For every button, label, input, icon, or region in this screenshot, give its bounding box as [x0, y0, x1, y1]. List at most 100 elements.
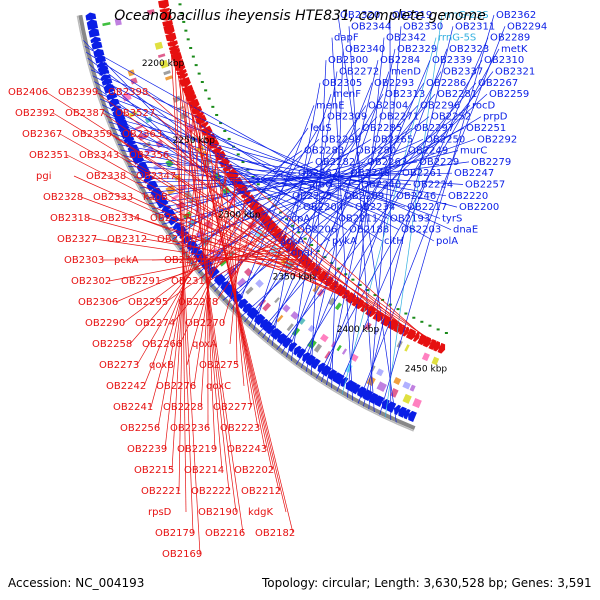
position-tick — [428, 324, 432, 327]
reverse-gene-label: OB2367 — [22, 129, 62, 140]
position-tick — [236, 153, 240, 156]
position-tick — [178, 3, 182, 6]
reverse-gene-label: OB2270 — [185, 318, 225, 329]
forward-gene — [88, 28, 100, 38]
forward-gene-label: murC — [460, 146, 487, 157]
cog-forward — [153, 162, 163, 171]
forward-leader-line — [257, 82, 477, 335]
position-tick — [396, 308, 400, 311]
reverse-gene — [225, 168, 236, 176]
position-tick — [303, 237, 307, 240]
cog-forward — [376, 381, 387, 392]
forward-gene-label: OB2342 — [386, 33, 426, 44]
forward-gene — [90, 36, 101, 44]
cog-forward-b — [255, 279, 264, 288]
reverse-leader-line — [173, 41, 194, 534]
reverse-leader-line — [177, 54, 237, 513]
position-tick — [316, 250, 320, 253]
forward-leader-line — [186, 139, 320, 260]
cog-reverse — [154, 41, 164, 50]
forward-gene-label: OB2281 — [437, 89, 477, 100]
reverse-gene-label: OB2214 — [184, 465, 224, 476]
cog-forward — [412, 398, 422, 409]
forward-gene-label: OB2313 — [385, 89, 425, 100]
forward-gene-label: OB2200 — [459, 202, 499, 213]
forward-gene-label: leuS — [310, 123, 332, 134]
forward-gene-label: dnaI — [291, 247, 313, 258]
reverse-gene — [160, 11, 172, 21]
reverse-gene-label: OB2392 — [15, 108, 55, 119]
reverse-gene-label: OB2338 — [86, 171, 126, 182]
reverse-gene-label: OB2222 — [191, 486, 231, 497]
forward-gene-label: OB2309 — [327, 112, 367, 123]
forward-gene-label: OB2282 — [315, 157, 355, 168]
forward-gene-label: OB2209 — [344, 191, 384, 202]
summary-label: Topology: circular; Length: 3,630,528 bp… — [262, 576, 592, 590]
reverse-gene-label: OB2318 — [50, 213, 90, 224]
forward-leader-line — [83, 40, 290, 253]
reverse-gene-label: OB2258 — [92, 339, 132, 350]
forward-gene — [288, 342, 298, 353]
reverse-gene-label: OB2291 — [121, 276, 161, 287]
forward-gene-label: dapF — [334, 33, 359, 44]
forward-gene — [293, 345, 302, 356]
position-tick — [381, 298, 385, 301]
cog-forward-b — [320, 333, 329, 343]
map-title: Oceanobacillus iheyensis HTE831, complet… — [114, 8, 486, 24]
cog-reverse — [159, 59, 169, 69]
reverse-leader-line — [159, 133, 393, 323]
reverse-gene-label: OB2243 — [227, 444, 267, 455]
reverse-gene-label: qoxA — [192, 339, 217, 350]
position-tick — [412, 316, 416, 319]
forward-gene-label: rrnG-23S — [444, 10, 489, 21]
forward-gene — [125, 140, 136, 148]
backbone-arc-inner — [76, 15, 414, 432]
reverse-gene — [182, 84, 194, 94]
forward-gene-label: OB2296 — [420, 100, 460, 111]
reverse-gene-label: OB2221 — [141, 486, 181, 497]
forward-gene-label: ccpA — [286, 213, 310, 224]
position-tick — [241, 161, 245, 164]
position-tick — [330, 261, 334, 264]
reverse-gene-label: OB2356 — [129, 150, 169, 161]
forward-gene — [95, 55, 106, 64]
forward-gene-label: OB2248 — [350, 168, 390, 179]
forward-gene-label: OB2188 — [349, 225, 389, 236]
reverse-gene-label: OB2274 — [135, 318, 175, 329]
reverse-gene-label: OB2359 — [72, 129, 112, 140]
reverse-leader-line — [193, 162, 228, 387]
reverse-gene-label: OB2406 — [8, 87, 48, 98]
reverse-leader-line — [222, 206, 258, 324]
reverse-leader-line — [109, 133, 399, 326]
reverse-gene — [162, 19, 173, 28]
forward-gene-label: OB2263 — [367, 157, 407, 168]
position-tick — [211, 105, 215, 108]
forward-gene-label: OB2300 — [328, 55, 368, 66]
position-tick — [351, 278, 355, 281]
forward-gene — [302, 352, 311, 363]
forward-gene — [408, 410, 417, 423]
forward-leader-line — [331, 48, 344, 389]
reverse-leader-line — [186, 179, 239, 366]
forward-gene-label: OB2344 — [351, 21, 391, 32]
kbp-label: 2400 kbp — [337, 325, 380, 335]
forward-leader-line — [190, 127, 465, 265]
forward-gene-label: menD — [391, 67, 421, 78]
forward-leader-line — [276, 71, 494, 350]
cog-forward — [307, 338, 317, 349]
forward-gene-label: OB2283 — [304, 146, 344, 157]
cog-reverse — [431, 356, 440, 366]
reverse-gene-label: OB2241 — [113, 402, 153, 413]
label-leader-lines — [45, 14, 506, 555]
reverse-gene-label: OB2312 — [107, 234, 147, 245]
position-tick — [223, 130, 227, 133]
forward-gene-label: OB2304 — [368, 100, 408, 111]
forward-gene — [97, 65, 109, 73]
accession-label: Accession: NC_004193 — [8, 576, 145, 590]
position-tick — [189, 46, 193, 49]
forward-gene-label: tyrS — [442, 213, 462, 224]
reverse-gene-label: kapB — [143, 192, 168, 203]
forward-gene-label: OB2284 — [380, 55, 420, 66]
forward-gene-label: OB2323 — [449, 44, 489, 55]
forward-gene-label: OB2285 — [362, 123, 402, 134]
